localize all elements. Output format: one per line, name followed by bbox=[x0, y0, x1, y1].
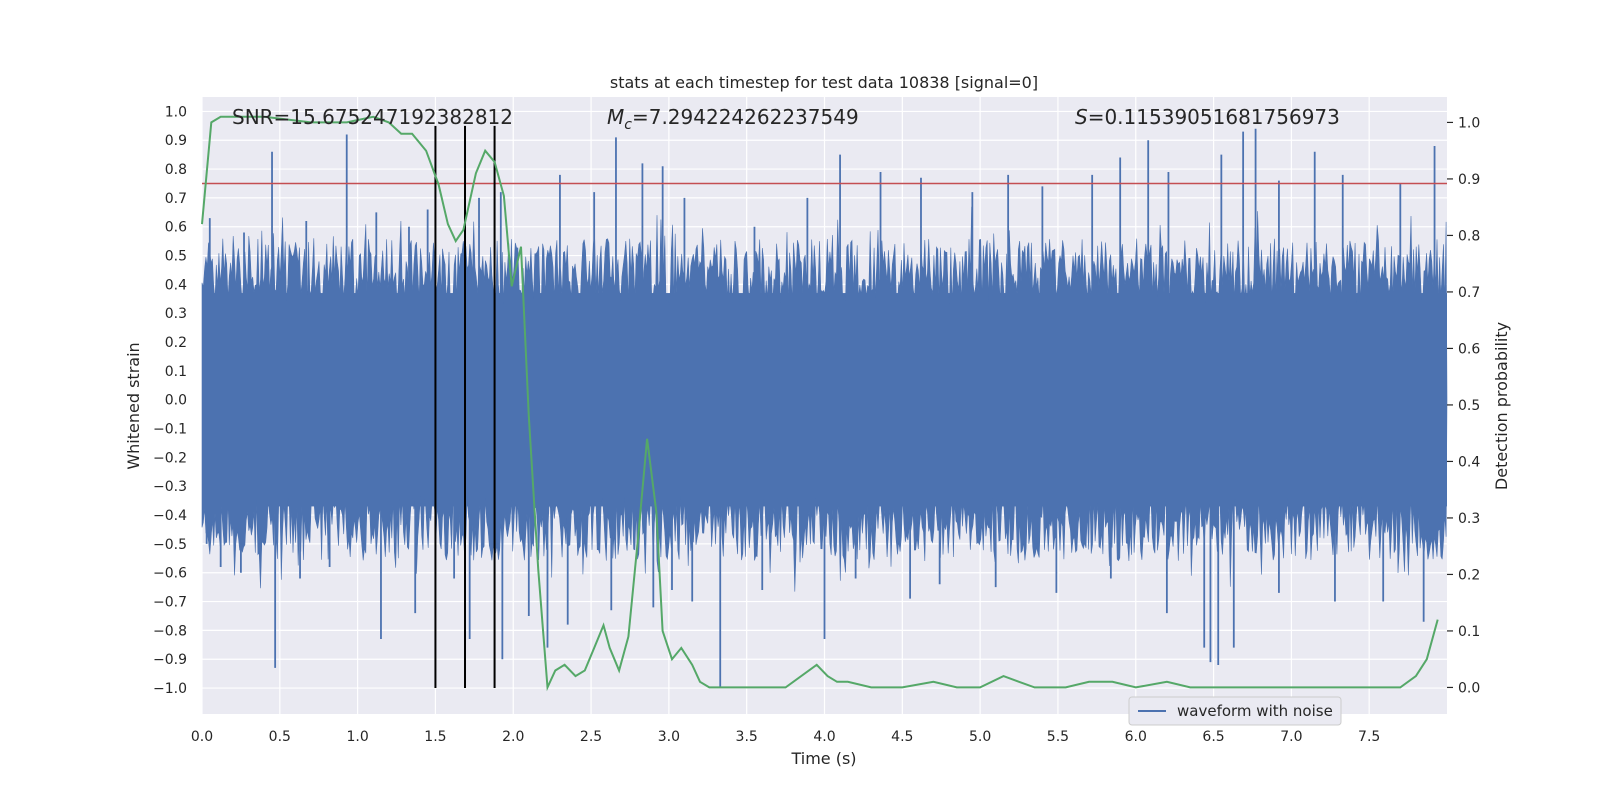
right-y-tick-label: 0.9 bbox=[1458, 172, 1480, 188]
left-y-tick-label: 0.9 bbox=[165, 133, 187, 149]
left-y-tick-label: −0.6 bbox=[153, 566, 187, 582]
legend: waveform with noise bbox=[1128, 696, 1342, 726]
left-y-tick-label: 0.5 bbox=[165, 249, 187, 265]
left-y-tick-label: −0.5 bbox=[153, 537, 187, 553]
left-y-tick-label: 0.8 bbox=[165, 162, 187, 178]
x-tick-label: 7.5 bbox=[1358, 729, 1380, 745]
left-y-tick-label: 0.3 bbox=[165, 306, 187, 322]
x-tick-label: 7.0 bbox=[1280, 729, 1302, 745]
left-y-tick-label: −0.1 bbox=[153, 422, 187, 438]
x-tick-label: 2.0 bbox=[502, 729, 524, 745]
chirp-mass-symbol: M bbox=[607, 105, 624, 129]
chirp-mass-subscript: c bbox=[624, 117, 632, 133]
right-y-tick-label: 0.6 bbox=[1458, 341, 1480, 357]
x-tick-label: 6.0 bbox=[1125, 729, 1147, 745]
right-y-tick-label: 0.3 bbox=[1458, 511, 1480, 527]
left-y-tick-label: −0.4 bbox=[153, 508, 187, 524]
right-y-tick-label: 0.0 bbox=[1458, 680, 1480, 696]
s-annotation: S=0.11539051681756973 bbox=[1075, 105, 1340, 129]
x-tick-label: 6.5 bbox=[1202, 729, 1224, 745]
left-y-tick-label: 0.2 bbox=[165, 335, 187, 351]
right-y-tick-label: 0.5 bbox=[1458, 398, 1480, 414]
left-y-tick-label: 1.0 bbox=[165, 104, 187, 120]
left-y-tick-label: −0.8 bbox=[153, 623, 187, 639]
right-y-tick-label: 0.7 bbox=[1458, 285, 1480, 301]
x-tick-label: 0.0 bbox=[191, 729, 213, 745]
left-y-tick-label: −0.3 bbox=[153, 479, 187, 495]
x-tick-label: 5.0 bbox=[969, 729, 991, 745]
chirp-mass-annotation: Mc=7.294224262237549 bbox=[607, 105, 859, 133]
s-value: =0.11539051681756973 bbox=[1088, 105, 1340, 129]
x-tick-label: 1.5 bbox=[424, 729, 446, 745]
left-y-tick-label: 0.4 bbox=[165, 277, 187, 293]
left-y-tick-label: 0.7 bbox=[165, 191, 187, 207]
waveform-with-noise-series bbox=[201, 128, 1448, 689]
right-y-tick-label: 0.2 bbox=[1458, 567, 1480, 583]
x-tick-label: 3.0 bbox=[658, 729, 680, 745]
left-y-tick-label: −0.2 bbox=[153, 450, 187, 466]
x-tick-label: 4.5 bbox=[891, 729, 913, 745]
detection-probability-series bbox=[201, 115, 1439, 692]
left-y-tick-label: −0.9 bbox=[153, 652, 187, 668]
left-y-axis-ticks: 1.0 0.9 0.8 0.7 0.6 0.5 0.4 0.3 0.2 0.1 0.0 −0.1 −0.… bbox=[153, 104, 187, 697]
x-tick-label: 1.0 bbox=[346, 729, 368, 745]
left-y-tick-label: 0.0 bbox=[165, 393, 187, 409]
x-tick-label: 0.5 bbox=[269, 729, 291, 745]
snr-annotation: SNR=15.675247192382812 bbox=[232, 105, 513, 129]
legend-label-waveform: waveform with noise bbox=[1177, 702, 1333, 720]
legend-box bbox=[1128, 696, 1342, 726]
x-tick-label: 3.5 bbox=[736, 729, 758, 745]
right-y-tick-label: 0.1 bbox=[1458, 624, 1480, 640]
chart-title: stats at each timestep for test data 108… bbox=[610, 73, 1038, 92]
right-y-axis-label: Detection probability bbox=[1492, 322, 1511, 490]
right-y-tick-label: 1.0 bbox=[1458, 115, 1480, 131]
left-y-tick-label: −0.7 bbox=[153, 595, 187, 611]
left-y-tick-label: 0.1 bbox=[165, 364, 187, 380]
left-y-axis-label: Whitened strain bbox=[124, 342, 143, 469]
left-y-tick-label: 0.6 bbox=[165, 220, 187, 236]
right-y-tick-label: 0.4 bbox=[1458, 454, 1480, 470]
chirp-mass-value: =7.294224262237549 bbox=[632, 105, 859, 129]
x-axis-ticks: 0.0 0.5 1.0 1.5 2.0 2.5 3.0 3.5 4.0 4.5 5.0 5.5 6.0 6… bbox=[191, 729, 1380, 745]
right-y-tick-label: 0.8 bbox=[1458, 228, 1480, 244]
x-tick-label: 5.5 bbox=[1047, 729, 1069, 745]
left-y-tick-label: −1.0 bbox=[153, 681, 187, 697]
x-tick-label: 4.0 bbox=[813, 729, 835, 745]
right-y-axis-ticks: 1.0 0.9 0.8 0.7 0.6 0.5 0.4 0.3 0.2 0.1 0.0 bbox=[1447, 115, 1480, 696]
x-axis-label: Time (s) bbox=[790, 749, 856, 768]
s-symbol: S bbox=[1075, 105, 1088, 129]
x-tick-label: 2.5 bbox=[580, 729, 602, 745]
detection-probability-line bbox=[201, 115, 1439, 692]
